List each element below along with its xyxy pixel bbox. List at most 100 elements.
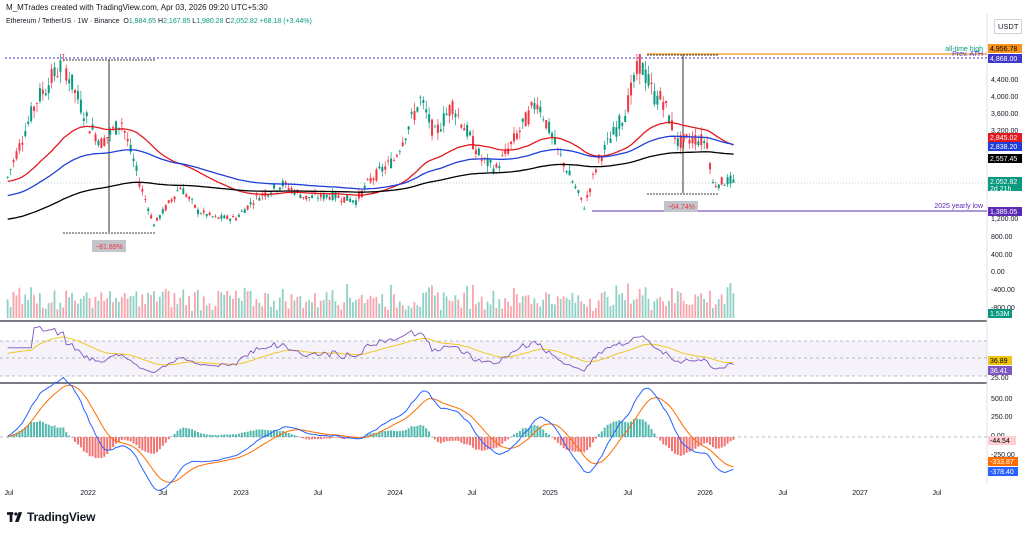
candle-body [138,182,141,187]
time-tick-label: 2025 [542,490,558,497]
volume-bar [580,301,583,318]
volume-bar [144,303,147,318]
macd-histogram-bar [697,437,700,447]
candle-body [641,63,644,75]
candle-body [445,113,448,115]
macd-histogram-bar [422,425,425,437]
candle-body [302,196,305,199]
volume-bar [270,306,272,318]
volume-bar [539,306,542,318]
macd-histogram-bar [732,437,735,440]
high-value: 2,167.85 [163,18,191,25]
volume-bar [6,299,9,318]
drawdown-badge [92,240,126,252]
macd-histogram-bar [387,430,390,437]
candle-body [71,74,74,90]
volume-bar [62,307,65,318]
price-tag-label: 2,557.45 [990,156,1017,163]
price-tag-5 [988,177,1022,186]
macd-histogram-bar [714,437,717,449]
candle-body [390,158,393,169]
candle-body [697,141,700,146]
candle-body [398,151,401,153]
candle-body [621,123,624,126]
candle-body [252,203,255,205]
time-tick-label: Jul [624,490,633,497]
macd-histogram-bar [112,437,115,448]
macd-histogram-bar [673,437,676,454]
volume-bar [153,291,155,318]
volume-bar [27,300,30,318]
candle-body [308,197,311,199]
macd-histogram-bar [182,427,185,437]
macd-histogram-bar [597,434,600,437]
volume-bar [495,307,498,318]
candle-body [586,195,589,198]
candle-body [603,144,606,150]
candle-body [287,187,290,191]
macd-histogram-bar [164,437,167,443]
close-value: 2,052.82 [230,18,258,25]
candle-body [65,68,68,81]
macd-histogram-bar [88,437,91,457]
candle-body [536,104,539,110]
candle-body [79,99,82,113]
candle-body [556,148,559,150]
volume-bar [556,296,559,318]
volume-bar [38,293,41,318]
macd-histogram-bar [507,437,510,440]
candle-body [580,197,583,200]
macd-histogram-bar [158,437,161,450]
tradingview-logo[interactable]: TradingView [7,510,95,524]
macd-histogram-bar [103,437,106,457]
candle-body [659,91,662,100]
currency-button[interactable]: USDT [994,19,1023,34]
macd-histogram-bar [419,424,422,437]
candle-body [679,135,682,148]
macd-histogram-bar [85,437,88,453]
macd-histogram-bar [630,421,633,437]
candle-body [12,160,15,163]
candle-body [322,193,325,200]
macd-histogram-bar [255,429,258,437]
candle-body [343,196,346,203]
candle-body [199,213,202,215]
macd-histogram-bar [41,421,44,437]
close-label: C [225,18,231,25]
macd-histogram-bar [536,425,539,437]
candle-body [354,200,357,205]
volume-bar [202,296,205,318]
candle-body [243,209,246,214]
macd-histogram-bar [27,424,30,437]
candle-body [223,215,226,219]
volume-bar [103,300,106,318]
candle-body [545,120,548,129]
volume-bar [460,307,463,318]
volume-bar [656,298,659,318]
yearly-low-annotation: 2025 yearly low [934,203,984,210]
symbol-title[interactable]: Ethereum / TetherUS · 1W · Binance [6,18,120,25]
candle-body [62,54,65,55]
macd-histogram-bar [454,437,457,441]
volume-bar [138,306,141,318]
volume-bars [6,283,735,318]
candle-body [729,175,732,184]
macd-histogram-bar [15,432,18,437]
macd-histogram-bar [153,437,156,454]
volume-bar [665,305,667,318]
volume-bar [296,296,299,318]
volume-bar [428,287,430,318]
price-tick-label: 4,000.00 [991,94,1018,101]
candle-body [542,119,545,121]
candle-body [141,189,144,192]
macd-tag [988,467,1018,476]
candle-body [363,185,366,189]
candle-body [711,182,714,184]
volume-bar [433,295,436,318]
volume-bar [726,287,729,318]
volume-bar [155,301,158,318]
price-tick-label: 0.00 [991,269,1005,276]
candle-body [135,165,138,171]
